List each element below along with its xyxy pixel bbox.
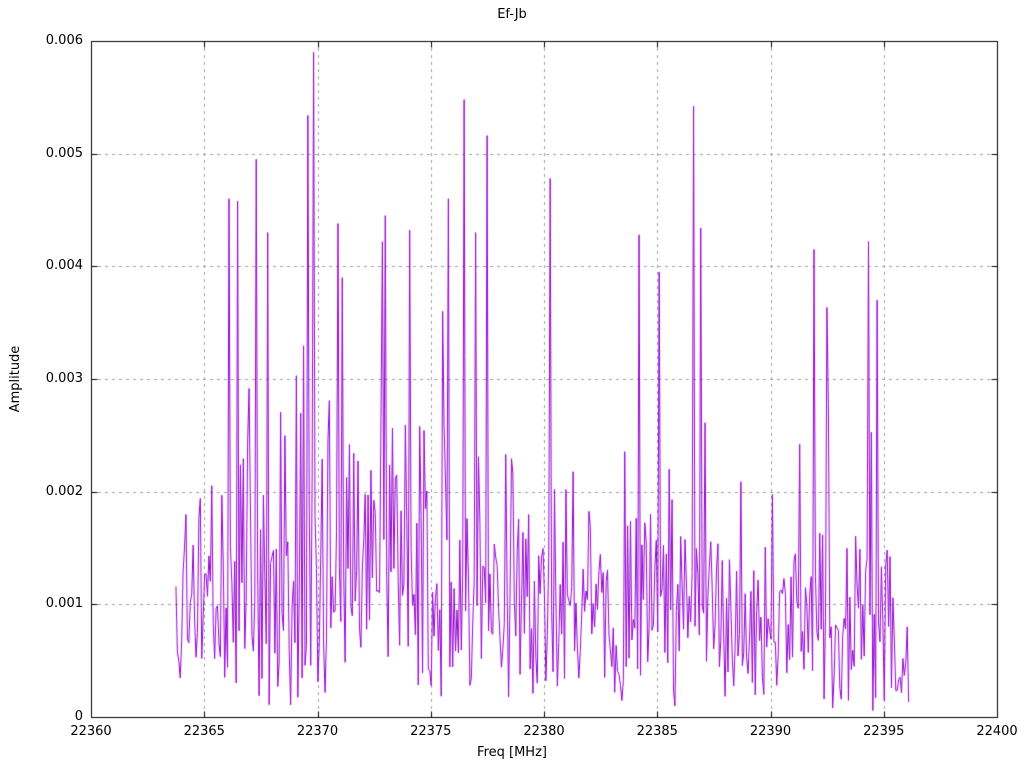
y-tick-label: 0.006 xyxy=(45,33,83,48)
y-tick-label: 0.004 xyxy=(45,258,83,274)
x-tick-label: 22395 xyxy=(863,724,905,739)
x-tick-label: 22390 xyxy=(749,724,792,739)
y-tick-label: 0.003 xyxy=(45,371,83,386)
y-tick-label: 0.005 xyxy=(45,145,83,161)
x-axis-label: Freq [MHz] xyxy=(477,745,547,760)
x-tick-label: 22400 xyxy=(976,724,1018,739)
x-tick-label: 22385 xyxy=(636,724,678,739)
x-tick-label: 22370 xyxy=(296,724,339,739)
x-tick-label: 22365 xyxy=(183,724,225,739)
x-tick-label: 22360 xyxy=(70,724,112,739)
x-tick-label: 22375 xyxy=(410,724,452,739)
x-tick-label: 22380 xyxy=(523,724,565,739)
y-tick-label: 0.001 xyxy=(45,596,83,612)
y-tick-label: 0 xyxy=(74,709,83,724)
y-tick-label: 0.002 xyxy=(45,483,83,499)
